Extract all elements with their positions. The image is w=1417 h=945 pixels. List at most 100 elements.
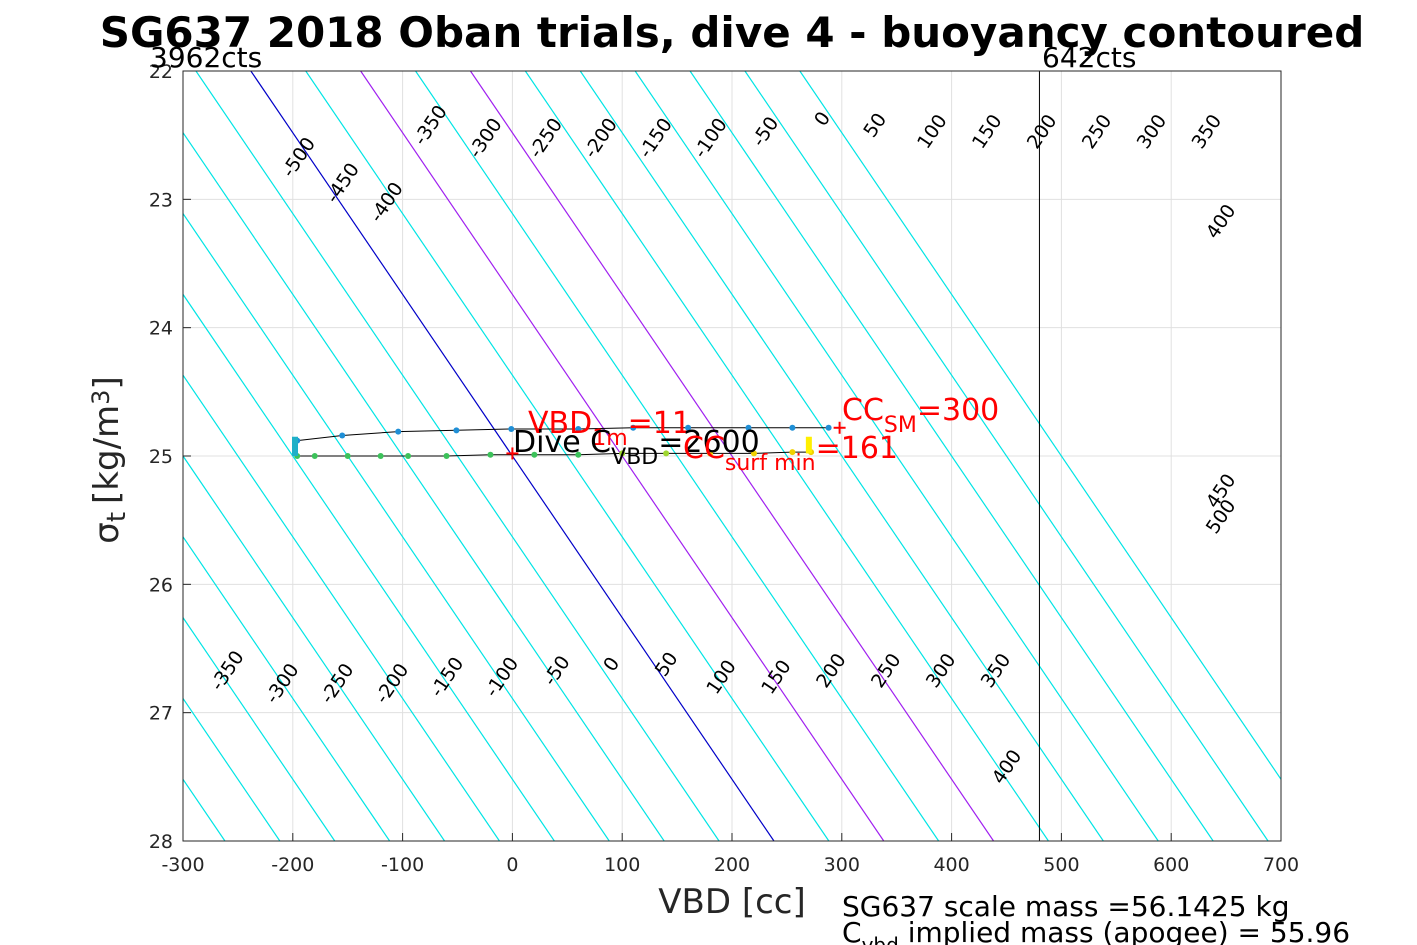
contour-label: -50 — [539, 652, 575, 690]
contour-label: -350 — [409, 101, 451, 149]
contour-label: -200 — [371, 660, 413, 708]
x-tick-label: 300 — [824, 854, 860, 876]
contour-line — [799, 71, 1281, 781]
y-label-sigma: σ — [87, 522, 127, 544]
data-series — [291, 424, 832, 459]
contour-label: 350 — [1188, 111, 1227, 153]
y-tick-label: 25 — [149, 446, 173, 468]
contour-line — [183, 697, 281, 841]
contour-line — [634, 71, 1159, 841]
contour-line — [183, 616, 336, 841]
cc-sm-label: CCSM=300 — [842, 393, 999, 438]
contour-line — [579, 71, 1104, 841]
x-tick-label: -100 — [381, 854, 424, 876]
contour-label: 300 — [1133, 111, 1172, 153]
y-tick-label: 23 — [149, 189, 173, 211]
y-axis-label: σt [kg/m3] — [87, 376, 132, 543]
contour-line — [524, 71, 1049, 841]
data-point — [395, 428, 402, 435]
vbd-1m-label: VBD1m=11 — [528, 406, 691, 451]
contour-line — [415, 71, 940, 841]
contour-label: -350 — [206, 647, 248, 695]
data-point — [575, 426, 582, 433]
data-point — [630, 424, 637, 431]
data-point — [443, 453, 450, 459]
contour-label: -100 — [689, 114, 731, 162]
contour-label: -250 — [525, 114, 567, 162]
vbd-max-counts-label: 642cts — [1042, 41, 1136, 74]
data-point — [339, 432, 346, 439]
data-point — [685, 424, 692, 431]
contour-label: -50 — [748, 113, 784, 151]
markers — [506, 421, 846, 460]
contour-line — [469, 71, 995, 841]
data-point — [789, 424, 796, 431]
contour-line — [689, 71, 1214, 841]
contour-label: 250 — [867, 650, 906, 692]
contour-label: 50 — [651, 648, 683, 680]
svg-text:σt[kg/m3]: σt [kg/m3] — [87, 376, 132, 543]
data-point — [825, 424, 832, 431]
contour-line — [305, 71, 830, 841]
contour-label: 350 — [977, 650, 1016, 692]
contour-label: -250 — [316, 660, 358, 708]
data-point — [487, 451, 494, 458]
annotations: VBD1m=11 Dive CVBD=2600 CCsurf min=161 C… — [506, 393, 999, 476]
y-tick-label: 24 — [149, 318, 173, 340]
contour-label: 250 — [1078, 111, 1117, 153]
data-point — [405, 453, 412, 459]
contour-label: -500 — [278, 133, 320, 181]
contour-label: 400 — [1202, 200, 1241, 242]
contour-label: 400 — [988, 746, 1027, 788]
vbd-min-counts-label: 3962cts — [150, 41, 262, 74]
contour-label: -200 — [580, 114, 622, 162]
y-label-units: [kg/m — [87, 405, 127, 504]
x-tick-label: -300 — [161, 854, 204, 876]
data-point — [575, 451, 582, 458]
x-tick-label: 0 — [506, 854, 518, 876]
cc-surf-min-label: CCsurf min=161 — [683, 431, 898, 476]
contour-label: 0 — [810, 108, 835, 130]
contour-label: 200 — [812, 650, 851, 692]
data-point — [453, 427, 460, 434]
dive-c-vbd-label: Dive CVBD=2600 — [513, 425, 760, 470]
y-tick-label: 22 — [149, 61, 173, 83]
data-point — [344, 453, 351, 459]
x-tick-label: 400 — [933, 854, 969, 876]
data-point — [619, 450, 626, 457]
contour-line — [183, 535, 391, 841]
y-label-close: ] — [87, 376, 127, 389]
x-tick-label: 600 — [1153, 854, 1189, 876]
contour-label: 100 — [913, 111, 952, 153]
x-axis-label: VBD [cc] — [658, 882, 806, 922]
x-tick-label: 700 — [1263, 854, 1299, 876]
data-point — [663, 450, 670, 457]
data-point — [508, 426, 515, 433]
contour-line — [744, 71, 1269, 841]
y-tick-label: 26 — [149, 574, 173, 596]
data-point-cluster-right — [805, 436, 812, 454]
y-label-cube: 3 — [87, 390, 115, 405]
x-tick-label: 200 — [714, 854, 750, 876]
data-point — [311, 453, 318, 459]
contour-label: 0 — [599, 653, 624, 675]
contour-label: -150 — [634, 114, 676, 162]
y-label-sub-t: t — [102, 512, 132, 522]
contour-label: -300 — [464, 114, 506, 162]
x-axis-ticks: -300 -200 -100 0 100 200 300 400 500 600 700 — [161, 833, 1299, 876]
contour-label: 50 — [859, 109, 891, 141]
contour-label: -300 — [261, 660, 303, 708]
data-point — [531, 451, 538, 458]
y-tick-label: 28 — [149, 831, 173, 853]
data-point — [377, 453, 384, 459]
x-tick-label: -200 — [271, 854, 314, 876]
x-tick-label: 100 — [604, 854, 640, 876]
contour-line — [183, 374, 500, 841]
y-axis-ticks: 22 23 24 25 26 27 28 — [149, 61, 191, 853]
contour-label: 300 — [922, 650, 961, 692]
contour-label: -450 — [322, 159, 364, 207]
data-point — [789, 449, 796, 456]
x-tick-label: 500 — [1043, 854, 1079, 876]
chart-title: SG637 2018 Oban trials, dive 4 - buoyanc… — [100, 8, 1365, 57]
